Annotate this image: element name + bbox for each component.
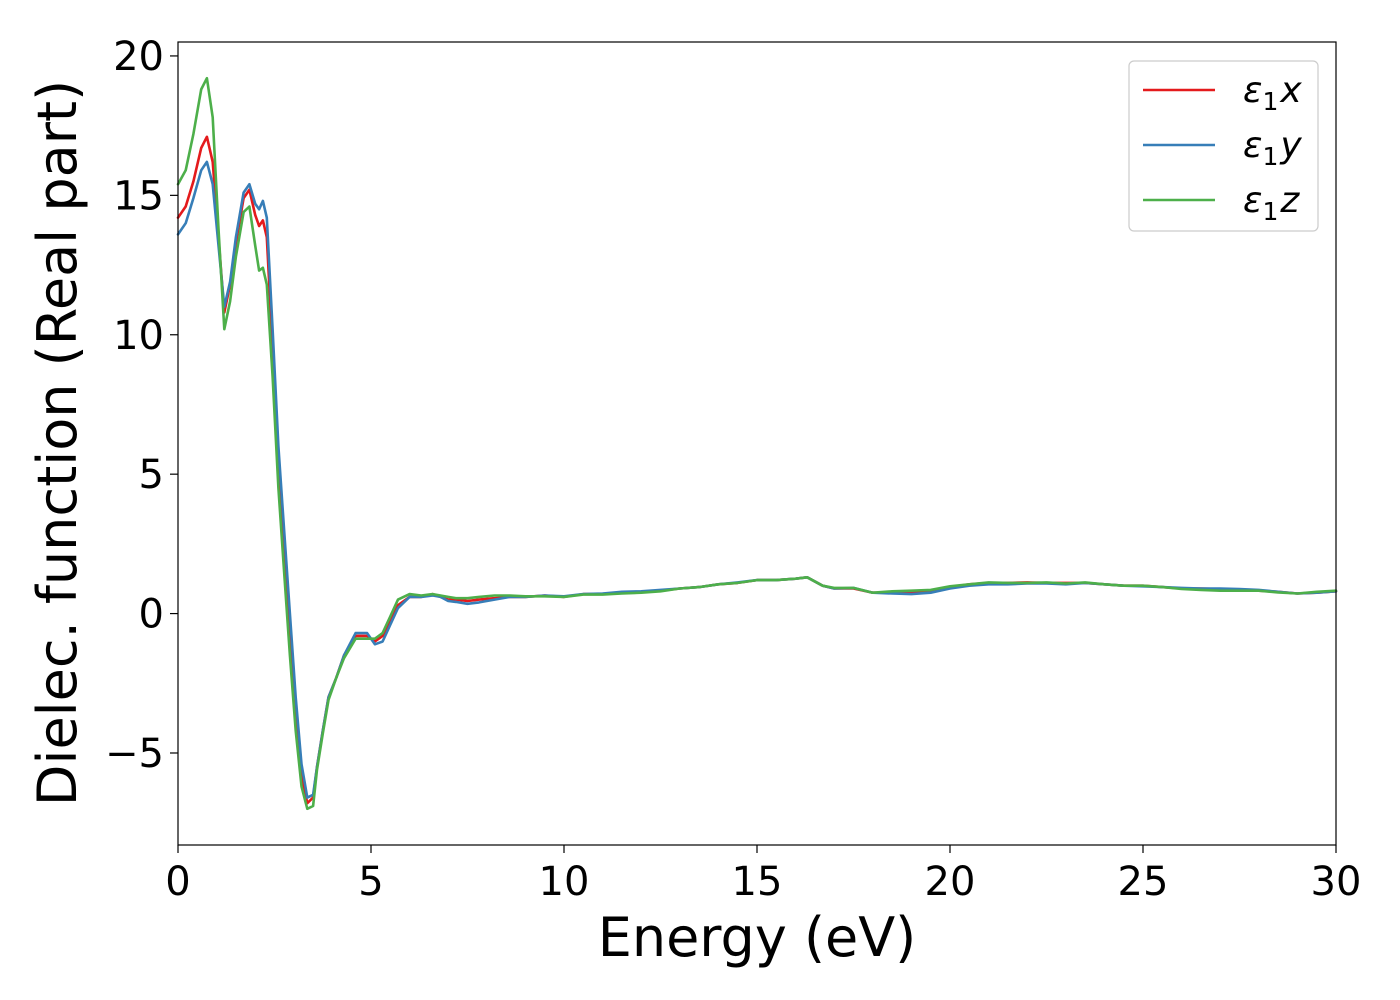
series-line-y <box>176 160 1338 799</box>
y-axis-label: Dielec. function (Real part) <box>26 80 89 806</box>
legend-label-z: ε1z <box>1243 180 1300 226</box>
legend-box <box>1128 60 1319 232</box>
x-tick-label: 20 <box>925 859 976 905</box>
x-tick-label: 30 <box>1311 859 1362 905</box>
x-tick-label: 25 <box>1118 859 1169 905</box>
y-tick-label: 15 <box>113 173 164 219</box>
x-tick-label: 5 <box>358 859 383 905</box>
series-line-x <box>176 135 1338 805</box>
series-layer <box>176 76 1338 811</box>
x-tick-label: 10 <box>539 859 590 905</box>
y-tick-label: 20 <box>113 34 164 80</box>
legend-label-x: ε1x <box>1243 70 1302 116</box>
y-tick-label: 0 <box>139 592 164 638</box>
series-line-z <box>176 76 1338 811</box>
legend: ε1x ε1y ε1z <box>1128 60 1319 232</box>
y-tick-label: 5 <box>139 452 164 498</box>
x-axis: 0 5 10 15 20 25 30 <box>165 845 1361 905</box>
x-axis-label: Energy (eV) <box>598 906 917 969</box>
y-axis: −5 0 5 10 15 20 <box>105 34 178 777</box>
x-tick-label: 15 <box>732 859 783 905</box>
y-tick-label: −5 <box>105 731 164 777</box>
x-tick-label: 0 <box>165 859 190 905</box>
y-tick-label: 10 <box>113 313 164 359</box>
legend-label-y: ε1y <box>1243 125 1302 171</box>
